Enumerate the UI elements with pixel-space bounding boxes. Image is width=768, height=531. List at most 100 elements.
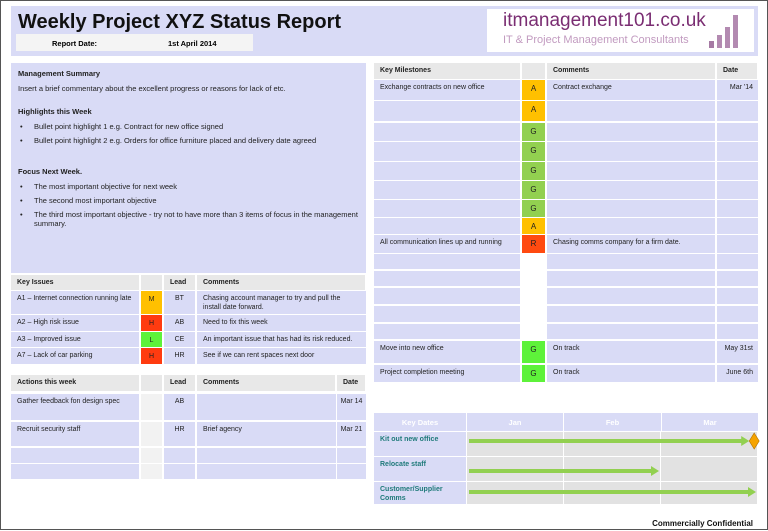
action-name (11, 464, 139, 479)
milestone-name (374, 306, 520, 322)
gantt-task-label: Relocate staff (374, 457, 466, 481)
focus-heading: Focus Next Week. (18, 167, 83, 176)
milestone-comment (547, 254, 715, 269)
milestone-date (717, 101, 758, 121)
milestone-date (717, 271, 758, 286)
report-date-box: Report Date: 1st April 2014 (16, 34, 253, 51)
summary-heading: Management Summary (18, 69, 101, 78)
milestone-rag-status (522, 306, 545, 322)
issue-name: A7 – Lack of car parking (11, 348, 139, 364)
gantt-grid-cell (661, 482, 757, 504)
highlight-item: Bullet point highlight 2 e.g. Orders for… (18, 136, 359, 145)
milestone-date (717, 254, 758, 269)
issue-name: A3 – Improved issue (11, 332, 139, 347)
issue-rag-status: M (141, 291, 162, 314)
action-comment (197, 464, 336, 479)
action-status (141, 394, 162, 420)
issue-name: A1 – Internet connection running late (11, 291, 139, 314)
gantt-grid-cell (564, 457, 660, 481)
issue-lead: HR (164, 348, 195, 364)
action-status (141, 422, 162, 446)
milestone-name: All communication lines up and running (374, 235, 520, 253)
milestone-comment (547, 142, 715, 161)
milestones-header-rag (522, 63, 545, 79)
milestone-date (717, 288, 758, 304)
action-comment: Brief agency (197, 422, 336, 446)
milestone-rag-status: G (522, 365, 545, 382)
issues-header-lead: Lead (164, 275, 195, 290)
gantt-task-label: Customer/Supplier Comms (374, 482, 466, 504)
milestone-comment (547, 324, 715, 339)
milestone-date (717, 142, 758, 161)
action-name (11, 448, 139, 463)
issue-lead: AB (164, 315, 195, 331)
gantt-grid-cell (467, 457, 563, 481)
action-date: Mar 21 (337, 422, 366, 446)
milestone-name (374, 142, 520, 161)
milestone-date (717, 235, 758, 253)
milestone-rag-status: G (522, 123, 545, 141)
gantt-header-jan: Jan (467, 413, 563, 431)
milestone-date: May 31st (717, 341, 758, 363)
milestone-rag-status: G (522, 341, 545, 363)
action-lead: HR (164, 422, 195, 446)
issue-comment: See if we can rent spaces next door (197, 348, 366, 364)
milestone-name (374, 162, 520, 180)
milestone-name (374, 254, 520, 269)
milestone-date (717, 306, 758, 322)
gantt-header-mar: Mar (662, 413, 758, 431)
milestone-comment (547, 271, 715, 286)
milestone-comment: Contract exchange (547, 80, 715, 100)
actions-header-blank (141, 375, 162, 391)
milestone-comment: On track (547, 341, 715, 363)
page-title: Weekly Project XYZ Status Report (18, 11, 342, 33)
action-lead (164, 464, 195, 479)
management-summary: Management Summary Insert a brief commen… (11, 63, 366, 273)
milestone-comment (547, 181, 715, 199)
highlight-item: Bullet point highlight 1 e.g. Contract f… (18, 122, 359, 131)
action-comment (197, 394, 336, 420)
actions-header-name: Actions this week (11, 375, 139, 391)
action-name: Recruit security staff (11, 422, 139, 446)
milestone-rag-status: A (522, 101, 545, 121)
logo-domain: itmanagement101.co.uk (503, 10, 706, 31)
issues-header-name: Key Issues (11, 275, 139, 290)
action-status (141, 448, 162, 463)
focus-list: The most important objective for next we… (18, 182, 359, 228)
milestone-name: Project completion meeting (374, 365, 520, 382)
milestone-rag-status: G (522, 200, 545, 217)
milestone-comment (547, 200, 715, 217)
milestone-name (374, 288, 520, 304)
action-status (141, 464, 162, 479)
highlights-heading: Highlights this Week (18, 107, 92, 116)
issue-comment: Chasing account manager to try and pull … (197, 291, 366, 314)
milestone-date (717, 200, 758, 217)
action-lead (164, 448, 195, 463)
milestone-rag-status: G (522, 181, 545, 199)
action-comment (197, 448, 336, 463)
milestone-comment (547, 306, 715, 322)
milestone-rag-status (522, 254, 545, 269)
issue-comment: An important issue that has had its risk… (197, 332, 366, 347)
milestone-name (374, 218, 520, 234)
milestone-comment: On track (547, 365, 715, 382)
issue-rag-status: H (141, 315, 162, 331)
milestone-date (717, 324, 758, 339)
milestone-date (717, 181, 758, 199)
milestone-comment (547, 218, 715, 234)
milestone-date (717, 218, 758, 234)
milestone-name (374, 101, 520, 121)
milestone-name (374, 271, 520, 286)
milestone-comment (547, 288, 715, 304)
issue-lead: BT (164, 291, 195, 314)
action-date (337, 448, 366, 463)
milestone-rag-status: R (522, 235, 545, 253)
milestone-name: Move into new office (374, 341, 520, 363)
action-date (337, 464, 366, 479)
milestone-rag-status: A (522, 218, 545, 234)
milestone-comment (547, 101, 715, 121)
actions-header-comments: Comments (197, 375, 335, 391)
actions-header-date: Date (337, 375, 365, 391)
logo: itmanagement101.co.uk IT & Project Manag… (487, 9, 754, 52)
milestone-rag-status (522, 324, 545, 339)
